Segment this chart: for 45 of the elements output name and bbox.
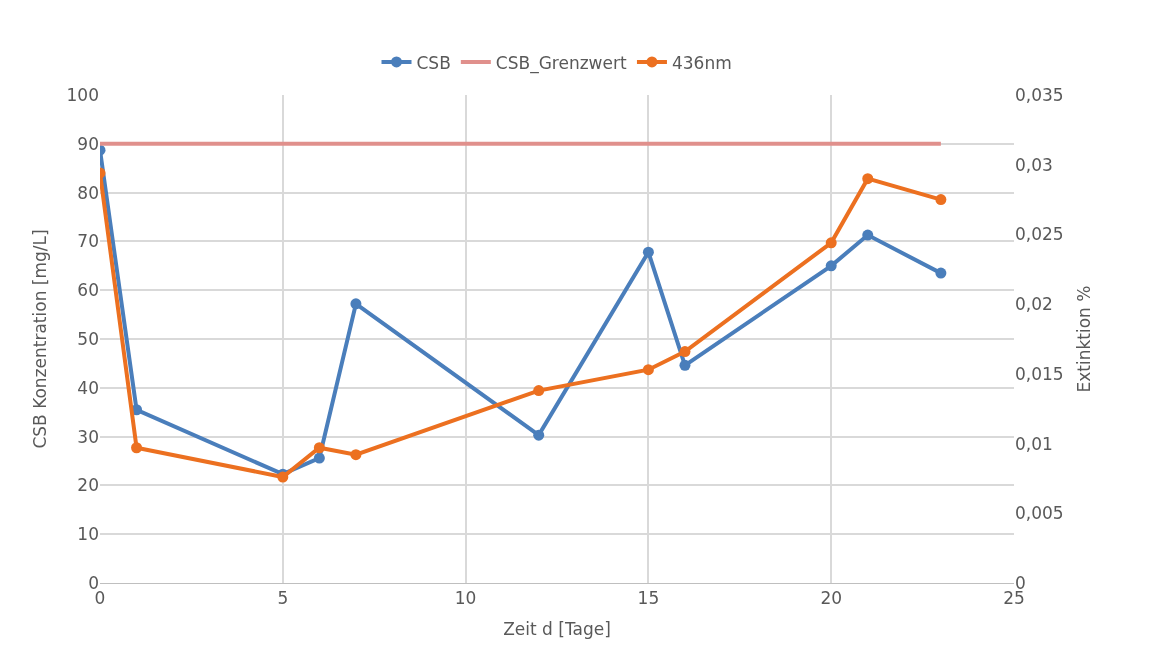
y2-tick-label: 0,035 xyxy=(1015,84,1064,105)
x-tick-label: 25 xyxy=(1003,588,1025,609)
x-tick-label: 5 xyxy=(277,588,289,609)
point xyxy=(533,385,545,397)
point xyxy=(935,267,947,279)
point xyxy=(350,449,362,461)
point xyxy=(642,246,654,258)
y-tick-label: 70 xyxy=(77,231,99,252)
y-tick-label: 90 xyxy=(77,133,99,154)
x-tick-label: 15 xyxy=(637,588,660,609)
y-tick-label: 40 xyxy=(77,377,99,398)
point xyxy=(131,442,143,454)
point xyxy=(862,229,874,241)
point xyxy=(350,298,362,310)
x-axis-title: Zeit d [Tage] xyxy=(503,618,611,639)
legend-label: CSB_Grenzwert xyxy=(495,52,627,74)
point xyxy=(313,442,325,454)
point xyxy=(825,237,837,249)
x-tick-label: 20 xyxy=(820,588,843,609)
y2-tick-label: 0,02 xyxy=(1015,294,1053,315)
legend-label: 436nm xyxy=(671,52,732,73)
x-tick-label: 10 xyxy=(454,588,477,609)
y2-tick-label: 0,03 xyxy=(1015,154,1053,175)
point xyxy=(862,173,874,185)
y-tick-label: 60 xyxy=(77,280,99,301)
point xyxy=(935,194,947,206)
point xyxy=(533,429,545,441)
y-tick-label: 10 xyxy=(77,524,99,545)
y-tick-label: 100 xyxy=(66,84,99,105)
point xyxy=(642,364,654,376)
y2-axis-title: Extinktion % xyxy=(1074,285,1095,393)
point xyxy=(313,452,325,464)
y-axis-title: CSB Konzentration [mg/L] xyxy=(30,229,51,449)
y2-tick-label: 0,005 xyxy=(1015,503,1064,524)
point xyxy=(825,260,837,272)
y2-tick-label: 0,015 xyxy=(1015,363,1064,384)
y-tick-label: 20 xyxy=(77,475,99,496)
y-tick-label: 50 xyxy=(77,328,99,349)
y2-tick-label: 0,025 xyxy=(1015,224,1064,245)
legend-label: CSB xyxy=(416,52,451,73)
point xyxy=(679,346,691,358)
y-tick-label: 80 xyxy=(77,182,99,203)
point xyxy=(679,359,691,371)
y-tick-label: 30 xyxy=(77,426,99,447)
y2-tick-label: 0,01 xyxy=(1015,433,1053,454)
